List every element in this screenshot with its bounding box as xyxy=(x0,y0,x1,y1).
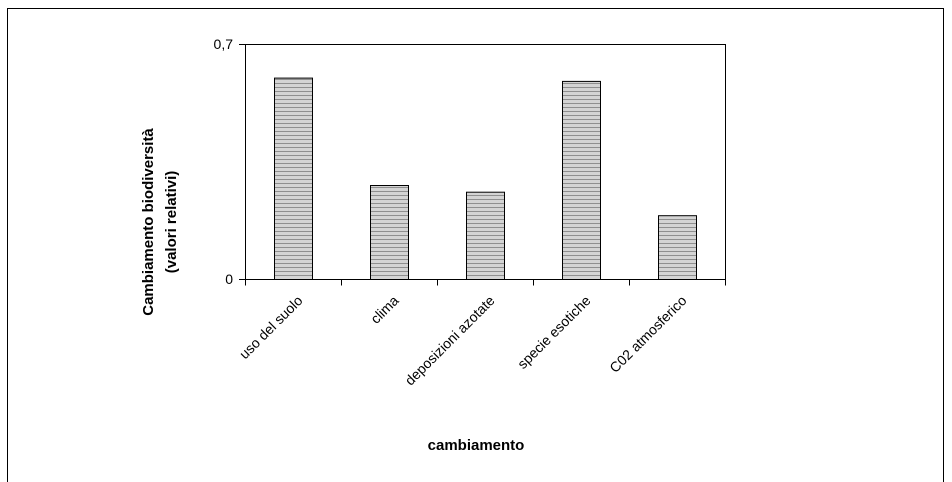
bar-4 xyxy=(562,80,601,281)
category-labels-group: uso del suolo clima deposizioni azotate spe… xyxy=(236,292,690,388)
chart-border xyxy=(7,8,944,482)
y-axis-title-line2: (valori relativi) xyxy=(163,171,180,274)
bar-1 xyxy=(274,77,313,280)
bar-3 xyxy=(466,191,505,280)
y-tick-label-max: 0,7 xyxy=(214,36,234,52)
category-label-4: specie esotiche xyxy=(514,292,594,372)
y-tick-label-min: 0 xyxy=(225,271,233,287)
bars-group xyxy=(274,77,697,281)
x-axis-title: cambiamento xyxy=(428,437,525,454)
bar-2 xyxy=(370,185,409,280)
y-axis-title-line1: Cambiamento biodiversità xyxy=(140,128,157,316)
category-label-5: C02 atmosferico xyxy=(606,292,690,376)
category-label-3: deposizioni azotate xyxy=(402,292,498,388)
x-ticks-group xyxy=(245,279,726,286)
category-label-1: uso del suolo xyxy=(236,292,306,362)
category-label-2: clima xyxy=(367,292,402,327)
bar-5 xyxy=(658,215,697,280)
